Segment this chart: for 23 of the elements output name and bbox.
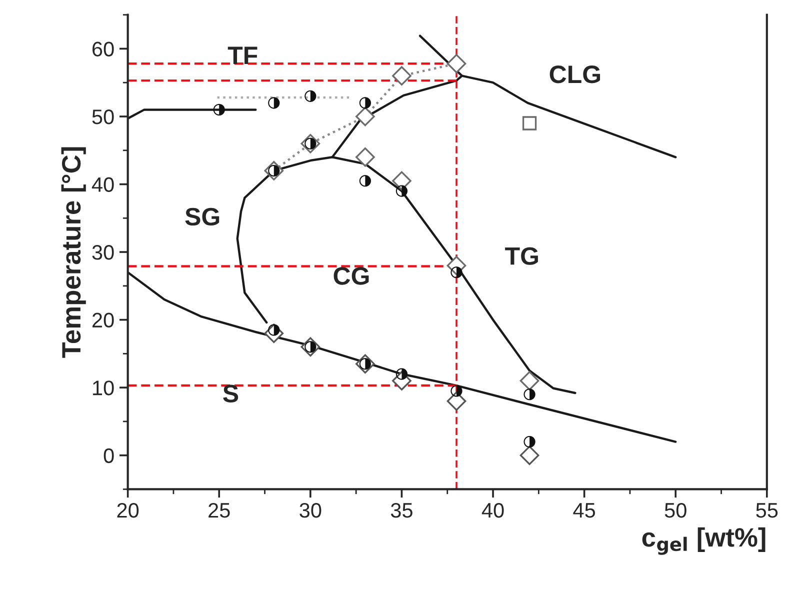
x-tick-label: 30 [300,502,322,518]
annotation: TF [228,46,258,64]
x-tick-label: 40 [482,502,504,518]
y-tick-label: 40 [92,177,114,192]
x-tick-label: 25 [208,502,230,518]
x-axis-title: c$_{gel}$ [wt%] [642,527,766,555]
x-tick-label: 50 [664,502,686,518]
annotation: TG [505,247,538,265]
annotation: CLG [550,66,600,84]
annotation: SG [185,208,220,226]
x-tick-label: 35 [390,502,412,518]
annotation: CG [334,267,369,285]
annotation: S [223,384,238,402]
y-axis-title: Temperature [°C] [61,147,86,358]
y-tick-label: 30 [92,245,114,260]
x-tick-label: 45 [573,503,596,518]
y-tick-label: 10 [93,380,114,396]
y-tick-label: 60 [92,42,114,56]
y-tick-label: 0 [104,448,114,464]
x-tick-label: 20 [117,502,139,518]
x-tick-label: 55 [756,503,778,518]
y-tick-label: 50 [92,109,114,124]
y-tick-label: 20 [92,312,114,328]
